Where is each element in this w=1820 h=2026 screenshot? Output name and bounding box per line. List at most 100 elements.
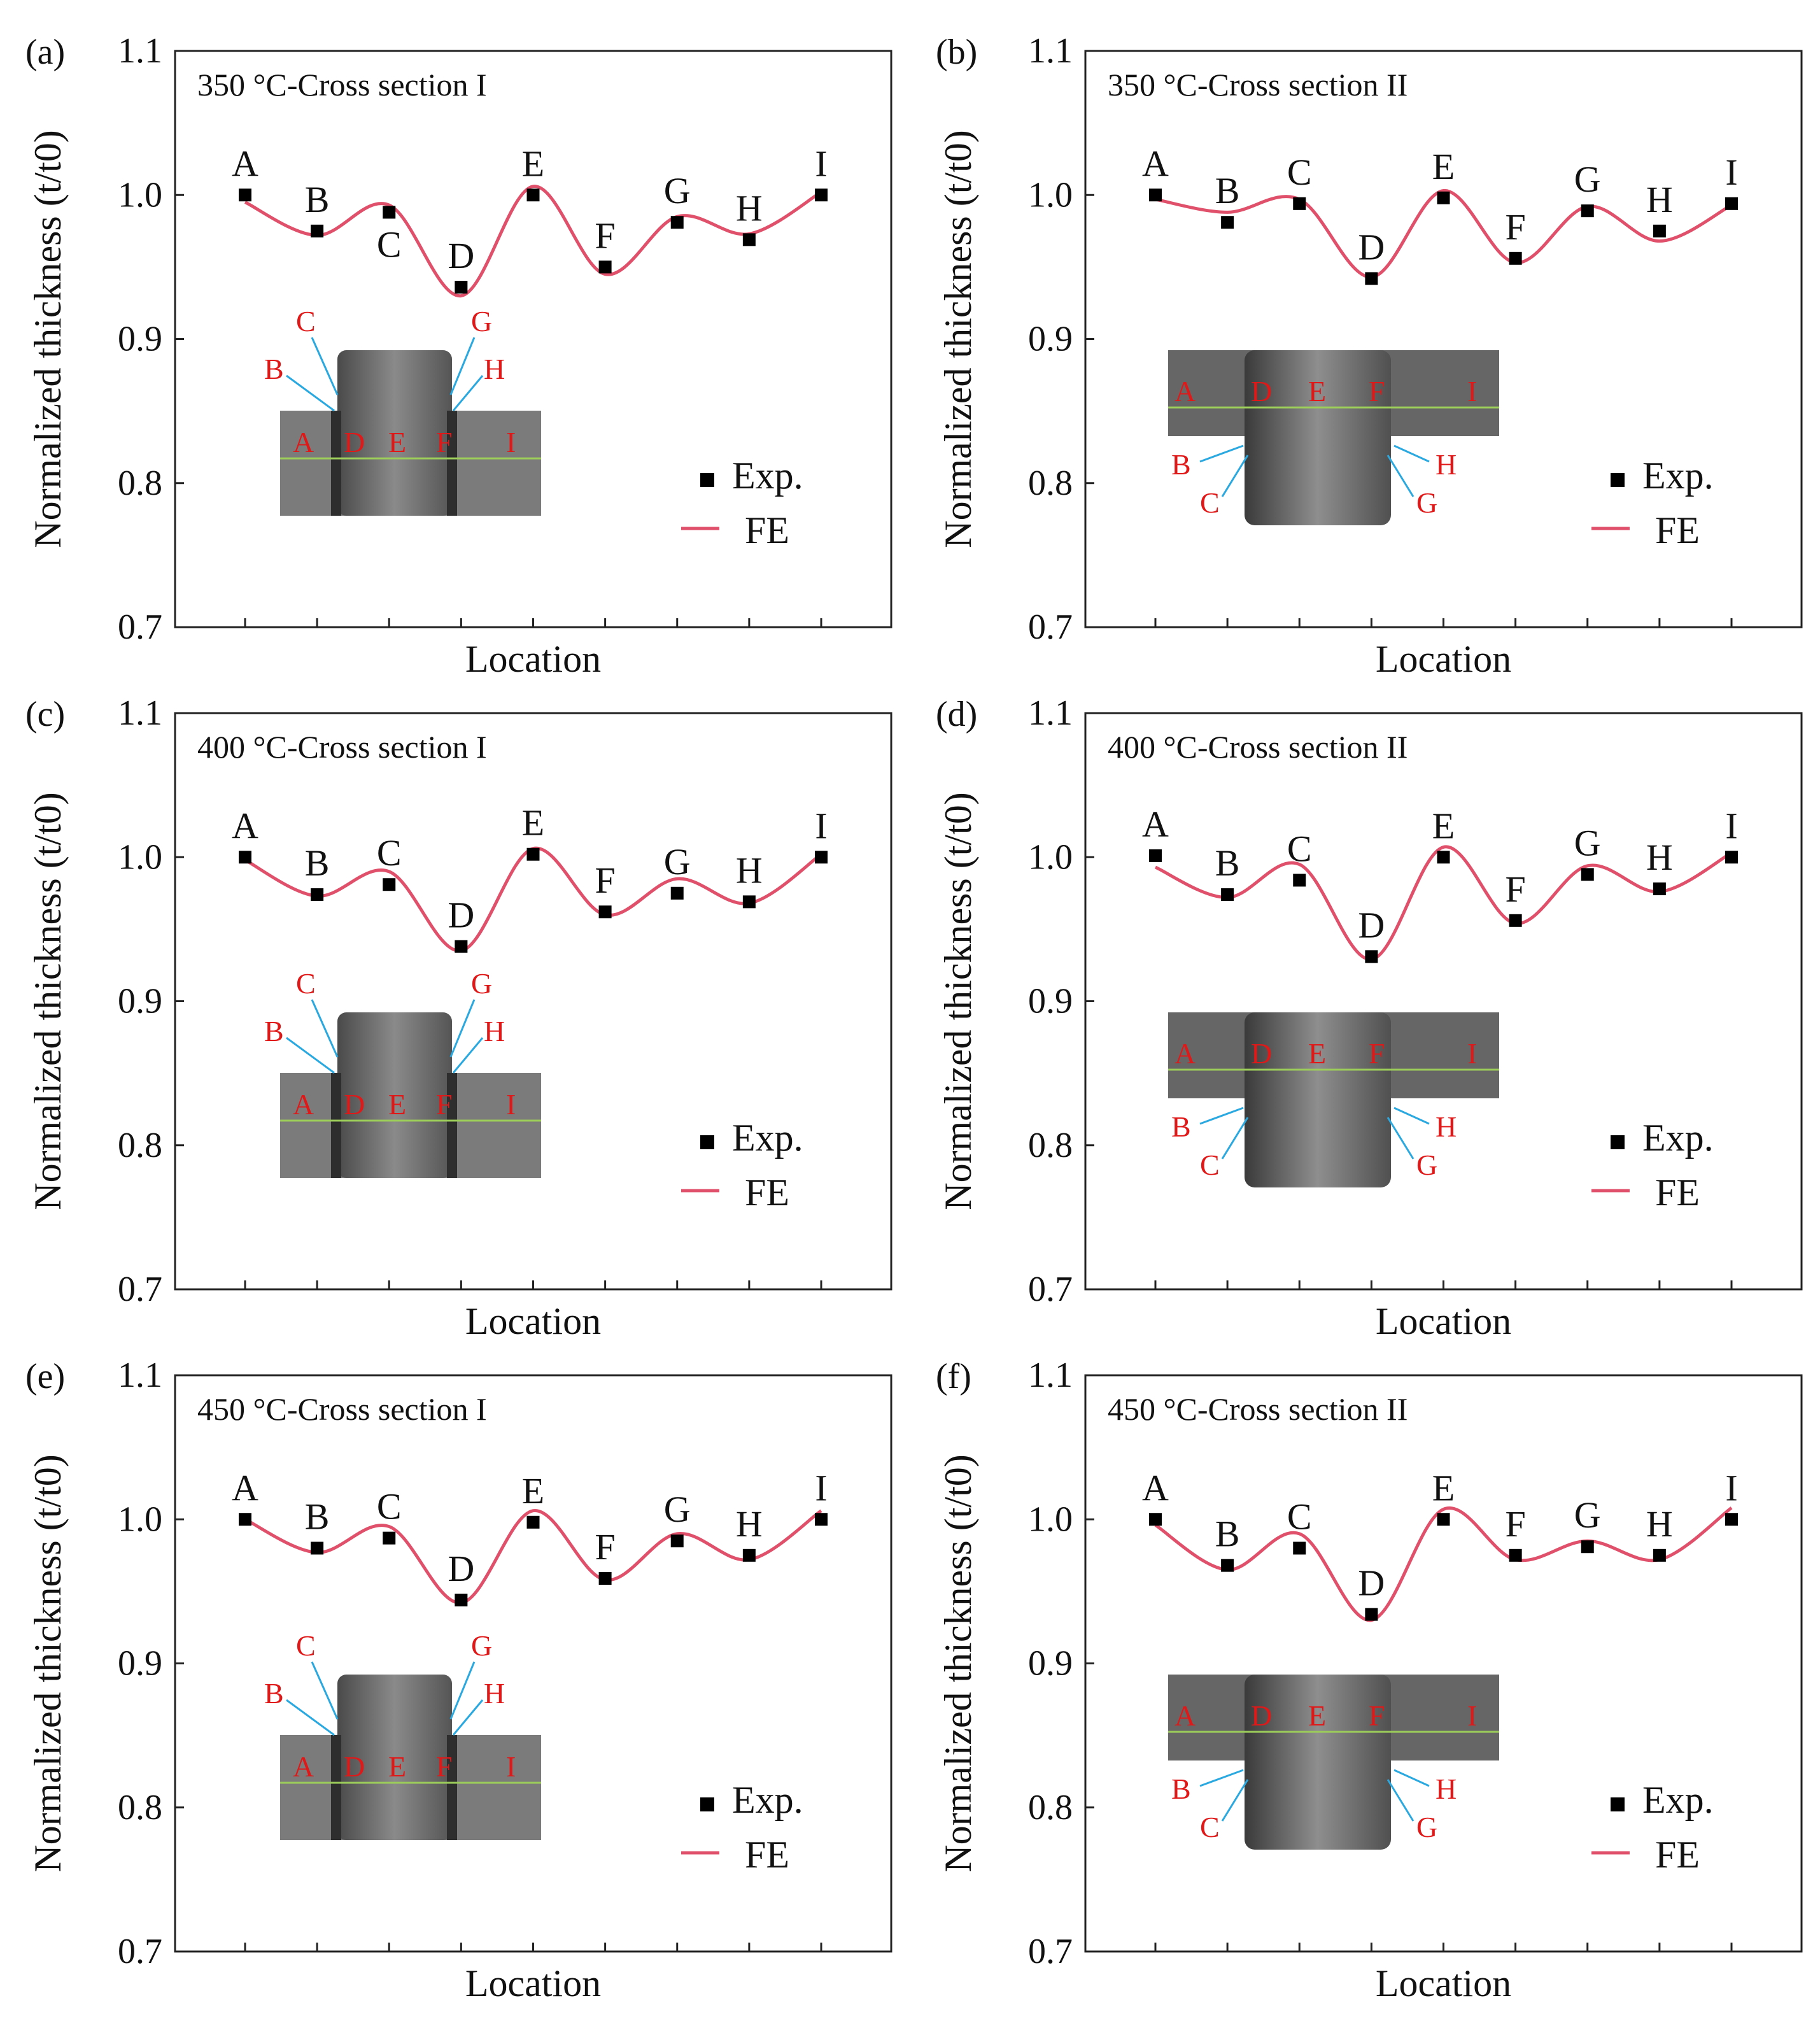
exp-point bbox=[815, 1513, 828, 1526]
point-label: H bbox=[1646, 1503, 1673, 1545]
y-tick-label: 0.9 bbox=[118, 1644, 162, 1683]
y-tick-label: 1.0 bbox=[1028, 175, 1073, 215]
inset-label: I bbox=[506, 1750, 516, 1783]
point-label: E bbox=[1432, 1467, 1455, 1508]
y-tick-label: 0.9 bbox=[1028, 320, 1073, 359]
inset-label: I bbox=[506, 1088, 516, 1121]
point-label: F bbox=[595, 215, 615, 256]
point-label: B bbox=[305, 179, 330, 220]
panel-label: (c) bbox=[25, 695, 65, 734]
exp-point bbox=[1509, 1548, 1522, 1562]
inset-label: D bbox=[1251, 1037, 1272, 1070]
exp-point bbox=[383, 1531, 396, 1545]
inset-label: I bbox=[1467, 1699, 1477, 1732]
exp-point bbox=[1725, 197, 1738, 210]
y-tick-label: 0.9 bbox=[118, 982, 162, 1021]
y-axis-label: Normalized thickness (t/t0) bbox=[937, 130, 979, 548]
inset-label: F bbox=[1369, 1699, 1385, 1732]
fe-series-line bbox=[1154, 845, 1733, 961]
inset-label: C bbox=[1200, 1149, 1220, 1181]
x-axis-label: Location bbox=[465, 638, 601, 680]
exp-point bbox=[1653, 1548, 1666, 1562]
inset-label: D bbox=[344, 1088, 365, 1121]
y-tick-label: 0.9 bbox=[1028, 982, 1073, 1021]
y-tick-label: 0.7 bbox=[118, 1932, 162, 1971]
inset-label: A bbox=[1175, 1037, 1196, 1070]
x-axis-label: Location bbox=[1376, 638, 1511, 680]
panel-label: (b) bbox=[936, 32, 977, 72]
inset-label: E bbox=[1308, 1699, 1326, 1732]
exp-point bbox=[455, 940, 468, 953]
point-label: I bbox=[1725, 805, 1737, 846]
exp-point bbox=[526, 1515, 540, 1529]
point-label: C bbox=[377, 832, 402, 874]
inset-arrow bbox=[1221, 1117, 1249, 1159]
point-label: I bbox=[815, 805, 827, 846]
inset-label: D bbox=[344, 1750, 365, 1783]
legend-exp-marker bbox=[700, 1135, 714, 1149]
y-axis-label: Normalized thickness (t/t0) bbox=[27, 130, 69, 548]
chart-panel: (b) 0.7 0.8 0.9 1.0 1.1 Location Normalized thi… bbox=[936, 31, 1803, 680]
point-label: A bbox=[232, 1467, 258, 1508]
inset-label: E bbox=[388, 1088, 406, 1121]
inset-label: G bbox=[1416, 486, 1437, 519]
exp-point bbox=[815, 188, 828, 202]
y-tick-label: 1.0 bbox=[118, 175, 162, 215]
inset-label: H bbox=[1436, 1110, 1457, 1143]
exp-point bbox=[598, 1572, 612, 1585]
inset-rib bbox=[337, 1675, 452, 1840]
exp-point bbox=[1581, 204, 1594, 218]
exp-point bbox=[1581, 1540, 1594, 1554]
legend-fe-label: FE bbox=[745, 509, 789, 551]
point-label: A bbox=[232, 805, 258, 846]
point-label: C bbox=[1287, 828, 1312, 869]
legend-exp-marker bbox=[1611, 1797, 1625, 1811]
exp-point bbox=[1293, 874, 1306, 887]
exp-point bbox=[1653, 882, 1666, 896]
point-label: F bbox=[1505, 868, 1525, 910]
inset-label: B bbox=[1171, 1110, 1191, 1143]
panel-label: (d) bbox=[936, 695, 977, 734]
inset-label: B bbox=[1171, 448, 1191, 481]
legend-fe-label: FE bbox=[1655, 509, 1700, 551]
inset-label: C bbox=[1200, 486, 1220, 519]
y-axis-label: Normalized thickness (t/t0) bbox=[27, 1454, 69, 1872]
inset-groove bbox=[447, 1735, 457, 1840]
exp-point bbox=[742, 895, 756, 909]
inset-arrow bbox=[286, 1699, 335, 1736]
point-label: F bbox=[595, 860, 615, 901]
point-label: B bbox=[1215, 842, 1240, 884]
inset-label: H bbox=[1436, 448, 1457, 481]
exp-point bbox=[742, 233, 756, 246]
point-label: H bbox=[1646, 179, 1673, 220]
exp-point bbox=[1365, 272, 1378, 285]
y-tick-label: 0.7 bbox=[1028, 1932, 1073, 1971]
y-tick-label: 1.1 bbox=[1028, 693, 1073, 733]
legend-exp-marker bbox=[700, 473, 714, 487]
point-label: A bbox=[232, 143, 258, 184]
y-tick-label: 1.0 bbox=[118, 837, 162, 877]
point-label: G bbox=[664, 841, 691, 882]
legend-exp-marker bbox=[700, 1797, 714, 1811]
legend-exp-label: Exp. bbox=[1642, 1779, 1714, 1821]
inset-label: B bbox=[264, 353, 284, 385]
point-label: E bbox=[522, 143, 544, 184]
inset-arrow bbox=[311, 999, 339, 1058]
inset-label: E bbox=[1308, 1037, 1326, 1070]
chart-panel: (e) 0.7 0.8 0.9 1.0 1.1 Location Normalized thi… bbox=[25, 1356, 892, 2004]
panel-label: (f) bbox=[936, 1357, 971, 1396]
inset-groove bbox=[331, 1073, 341, 1178]
inset-label: H bbox=[1436, 1773, 1457, 1805]
legend-exp-label: Exp. bbox=[1642, 455, 1714, 497]
y-tick-label: 1.0 bbox=[1028, 837, 1073, 877]
point-label: G bbox=[664, 1489, 691, 1530]
exp-point bbox=[1653, 224, 1666, 237]
exp-point bbox=[526, 847, 540, 861]
y-tick-label: 1.1 bbox=[118, 31, 162, 71]
inset-label: E bbox=[388, 1750, 406, 1783]
chart-title: 450 °C-Cross section I bbox=[197, 1391, 487, 1427]
inset-arrow bbox=[449, 999, 476, 1058]
exp-point bbox=[1365, 950, 1378, 963]
point-label: B bbox=[1215, 170, 1240, 211]
